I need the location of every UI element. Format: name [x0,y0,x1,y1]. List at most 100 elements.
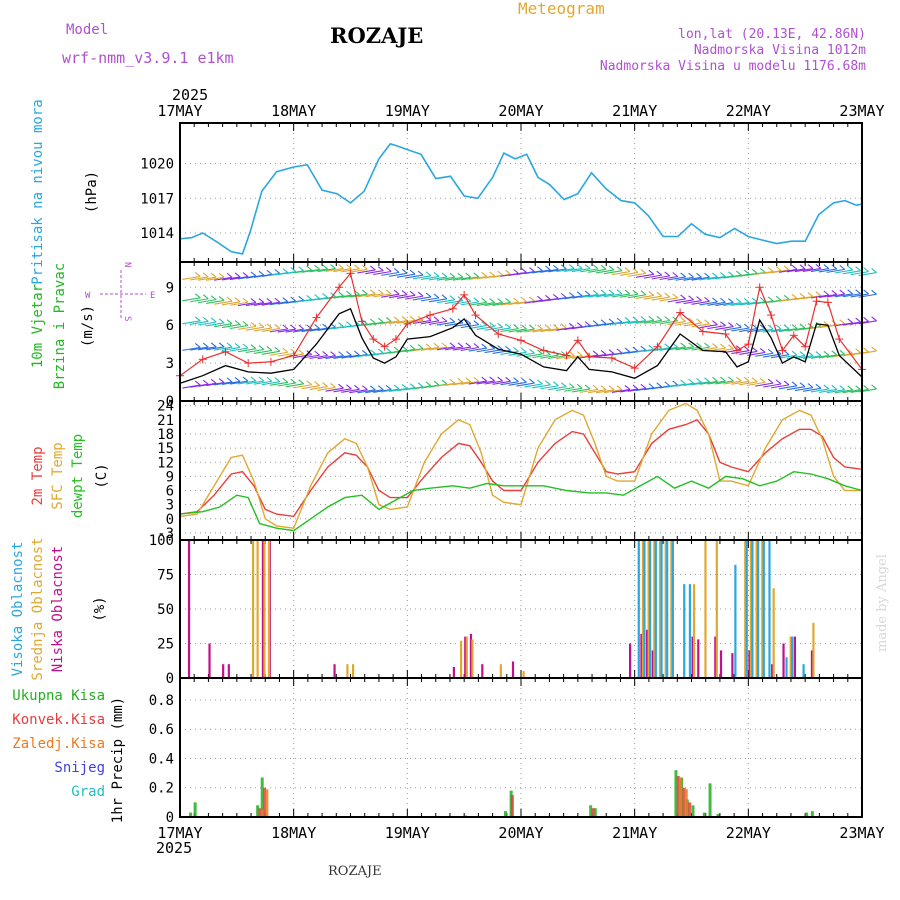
wind-barb [245,380,265,385]
wind-barb-head [346,350,352,356]
wind-barb-head [783,380,790,386]
wind-barb-head [290,296,297,302]
wind-barb [595,293,615,298]
wind-barb-head [218,272,225,278]
wind-barb [436,276,455,281]
wind-barb-head [696,318,702,324]
wind-barb-head [481,297,488,303]
y-tick-label: 9 [166,280,174,296]
wind-barb [381,293,400,298]
wind-barb [206,322,225,327]
wind-barb-head [584,384,591,390]
wind-barb-head [680,316,686,322]
wind-barb-head [210,295,217,301]
wind-barb [476,348,495,353]
wind-barb [221,380,241,385]
wind-barb [420,346,440,351]
wind-barb [333,388,352,393]
wind-barb [755,352,774,357]
compass-e: E [150,291,155,301]
wind-barb-head [815,291,822,297]
wind-barb-head [298,295,305,301]
wind-barb [619,271,638,277]
wind-barb [715,302,734,307]
wind-barb [198,346,217,351]
wind-barb-head [449,342,456,348]
wind-barb-head [258,270,265,276]
wind-barb-head [457,272,464,278]
precip-bar-total_precip [691,805,695,817]
wind-barb-head [401,316,408,321]
wind-barb [214,276,233,281]
wind-barb-head [298,324,305,330]
wind-barb [444,346,463,351]
wind-barb-head [290,267,297,273]
wind-barb-head [791,350,798,356]
wind-barb [707,275,726,280]
cloud-bar-mid_cloud [761,540,764,678]
wind-barb-head [234,343,241,348]
wind-barb [381,271,400,276]
precip-panel: 0 0.2 0.4 0.6 0.8 [149,678,863,826]
wind-barb [190,320,209,325]
wind-barb [245,348,265,354]
cloud-bar-low_cloud [628,643,632,678]
precip-bar-total_precip [810,811,814,817]
wind-barb [237,380,257,385]
wind-barb-head [417,270,424,276]
wind-barb-head [210,342,217,348]
y-tick-label: 0 [166,512,174,528]
wind-barb-head [489,322,496,327]
wind-barb-head [640,268,647,274]
precip-label: Zaledj.Kisa [12,736,105,752]
wind-barb-head [473,297,480,303]
cloud-bar-mid_cloud [641,540,645,678]
cloud-bar-mid_cloud [789,636,792,678]
cloud-bar-high_cloud [683,584,686,678]
date-label-bottom: 23MAY [839,824,884,842]
wind-barb [802,387,821,392]
wind-barb-head [537,349,543,355]
wind-barb-head [330,383,336,388]
wind-barb-head [791,381,798,387]
wind-barb-head [425,271,432,277]
wind-barb-head [274,377,281,383]
wind-barb [611,271,631,276]
wind-barb-head [250,376,257,382]
wind-barb-head [791,264,798,270]
wind-barb [699,301,718,306]
wind-barb-head [696,342,702,348]
precip-bar-conv_precip [591,808,595,817]
precip-bar-conv_precip [676,776,680,817]
wind-barb-head [377,266,384,272]
wind-barb-head [314,324,320,330]
wind-barb-head [815,264,822,269]
wind-barb [277,352,296,357]
wind-barb [253,380,272,385]
wind-barb [778,327,798,333]
wind-barb [293,269,312,274]
precip-bar-conv_precip [510,795,514,817]
temp-unit: (C) [94,463,110,488]
wind-barb-head [449,295,456,301]
wind-label-2: Brzina i Pravac [52,263,68,389]
wind-barb [468,380,487,385]
wind-barb-head [871,289,877,295]
wind-barb [476,380,495,385]
wind-barb-head [537,295,543,301]
cloud-bar-mid_cloud [670,540,673,678]
wind-barb-head [202,272,209,278]
wind-barb-head [513,268,519,274]
wind-barb [667,276,686,281]
wind-barb [333,268,352,273]
wind-barb [444,276,463,281]
wind-barb-head [545,265,551,271]
wind-barb-head [401,268,408,274]
wind-barb-head [592,290,599,295]
wind-barb [341,293,360,299]
wind-barb-head [393,267,400,273]
wind-barb-head [624,347,631,353]
wind-barb-head [743,346,750,351]
y-tick-label: 18 [157,427,174,443]
wind-barb [675,299,694,304]
